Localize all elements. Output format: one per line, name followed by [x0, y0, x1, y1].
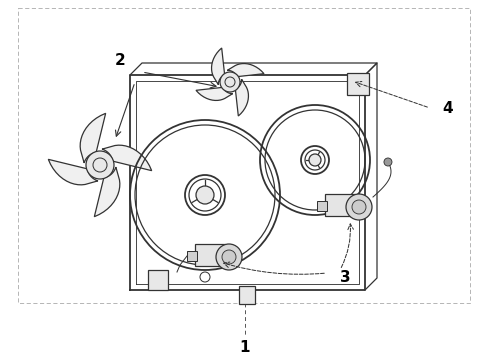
Circle shape	[222, 250, 236, 264]
Bar	[347, 73, 369, 95]
Circle shape	[384, 158, 392, 166]
Bar	[195, 244, 225, 266]
Polygon shape	[196, 87, 233, 100]
Circle shape	[216, 244, 242, 270]
Bar	[187, 251, 197, 261]
Polygon shape	[102, 145, 152, 171]
Circle shape	[220, 72, 240, 92]
Circle shape	[86, 151, 114, 179]
Circle shape	[309, 154, 321, 166]
Polygon shape	[212, 48, 225, 85]
Bar	[239, 286, 255, 304]
Text: 4: 4	[442, 100, 453, 116]
Text: 2: 2	[115, 53, 125, 68]
Text: 1: 1	[240, 341, 250, 356]
Bar	[18, 8, 470, 303]
Bar	[317, 201, 327, 211]
Circle shape	[200, 272, 210, 282]
Polygon shape	[80, 113, 106, 163]
Circle shape	[346, 194, 372, 220]
Bar	[325, 194, 355, 216]
Polygon shape	[95, 167, 120, 217]
Circle shape	[196, 186, 214, 204]
Bar	[148, 270, 168, 290]
Circle shape	[352, 200, 366, 214]
Polygon shape	[227, 64, 264, 77]
Text: 3: 3	[340, 270, 350, 285]
Polygon shape	[49, 159, 98, 185]
Polygon shape	[235, 80, 248, 116]
